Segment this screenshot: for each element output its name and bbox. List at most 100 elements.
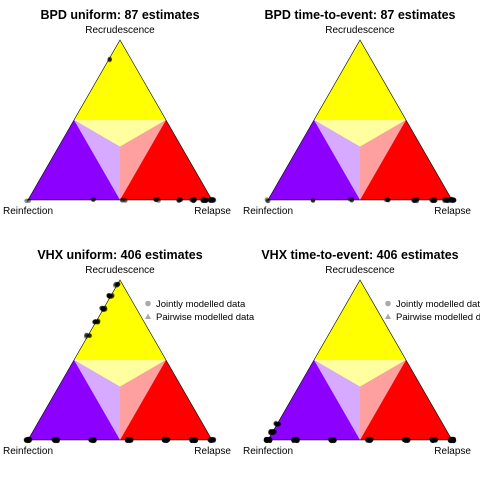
- data-point: [331, 437, 336, 442]
- data-point: [191, 437, 196, 442]
- data-point: [331, 437, 337, 443]
- data-point: [109, 293, 114, 298]
- data-point: [444, 197, 449, 203]
- data-point: [271, 429, 276, 434]
- data-point: [267, 437, 273, 442]
- data-point: [414, 198, 420, 204]
- data-point: [210, 437, 215, 443]
- data-point: [270, 430, 276, 436]
- data-point: [347, 197, 352, 202]
- data-point: [450, 198, 456, 203]
- data-point: [207, 437, 212, 443]
- data-point: [406, 438, 411, 443]
- data-point: [115, 282, 120, 288]
- data-point: [432, 437, 437, 442]
- data-point: [54, 436, 59, 442]
- data-point: [449, 196, 454, 202]
- data-point: [127, 436, 133, 442]
- legend-label-pairwise: Pairwise modelled data: [396, 312, 480, 323]
- data-point: [162, 437, 168, 443]
- legend-marker-pairwise: [385, 313, 391, 319]
- data-point: [385, 197, 390, 203]
- data-point: [210, 197, 215, 202]
- data-point: [165, 437, 171, 442]
- data-point: [294, 438, 299, 443]
- data-point: [87, 333, 92, 338]
- data-point: [92, 436, 97, 442]
- data-point: [51, 438, 57, 443]
- data-point: [430, 198, 435, 203]
- data-point: [265, 437, 270, 443]
- data-point: [164, 437, 169, 442]
- data-point: [432, 197, 437, 202]
- data-point: [405, 438, 410, 443]
- data-point: [192, 438, 197, 444]
- data-point: [430, 438, 436, 443]
- data-point: [449, 436, 454, 442]
- data-point: [264, 438, 270, 443]
- data-point: [265, 438, 270, 443]
- data-point: [429, 437, 435, 442]
- data-point: [451, 437, 456, 442]
- data-point: [432, 437, 437, 442]
- data-point: [330, 437, 335, 442]
- data-point: [191, 437, 197, 442]
- data-point: [263, 438, 268, 443]
- data-point: [193, 438, 198, 443]
- data-point: [448, 438, 453, 443]
- data-point: [349, 196, 355, 202]
- data-point: [431, 198, 437, 203]
- data-point: [448, 438, 454, 444]
- data-point: [209, 197, 214, 202]
- data-point: [349, 197, 354, 203]
- data-point: [202, 198, 207, 203]
- data-point: [265, 198, 270, 204]
- data-point: [448, 437, 453, 442]
- data-point: [191, 437, 196, 442]
- data-point: [293, 437, 298, 442]
- data-point: [450, 198, 456, 203]
- data-point: [432, 437, 437, 442]
- data-point: [203, 198, 209, 203]
- vertex-label-right: Relapse: [434, 206, 471, 217]
- data-point: [210, 197, 215, 202]
- data-point: [267, 438, 273, 443]
- data-point: [291, 436, 296, 442]
- data-point: [190, 438, 196, 443]
- legend: Jointly modelled data Pairwise modelled d…: [385, 299, 480, 323]
- data-point: [112, 283, 118, 288]
- data-point: [404, 438, 409, 443]
- data-point: [404, 437, 409, 442]
- data-point: [164, 438, 169, 443]
- data-point: [125, 437, 130, 442]
- data-point: [271, 429, 276, 434]
- panel-2: BPD time-to-event: 87 estimates Recrudesc…: [243, 8, 471, 217]
- data-point: [293, 438, 298, 443]
- data-point: [272, 429, 277, 434]
- data-point: [209, 196, 214, 202]
- data-point: [369, 437, 374, 442]
- data-point: [192, 438, 197, 443]
- data-point: [107, 58, 112, 63]
- data-point: [402, 437, 407, 442]
- data-point: [368, 438, 373, 443]
- data-point: [90, 197, 96, 202]
- data-point: [202, 197, 207, 203]
- data-point: [405, 438, 410, 443]
- data-point: [331, 437, 336, 442]
- data-point: [90, 437, 95, 443]
- data-point: [266, 437, 272, 442]
- data-point: [126, 438, 131, 443]
- data-point: [431, 437, 436, 442]
- data-point: [429, 438, 435, 443]
- data-point: [445, 198, 450, 203]
- region-relapse-pale: [120, 120, 166, 200]
- data-point: [266, 437, 271, 442]
- data-point: [91, 197, 96, 202]
- data-point: [267, 437, 273, 442]
- data-point: [176, 198, 182, 203]
- data-point: [55, 438, 60, 444]
- data-point: [154, 197, 159, 203]
- data-point: [329, 438, 334, 444]
- data-point: [273, 420, 279, 426]
